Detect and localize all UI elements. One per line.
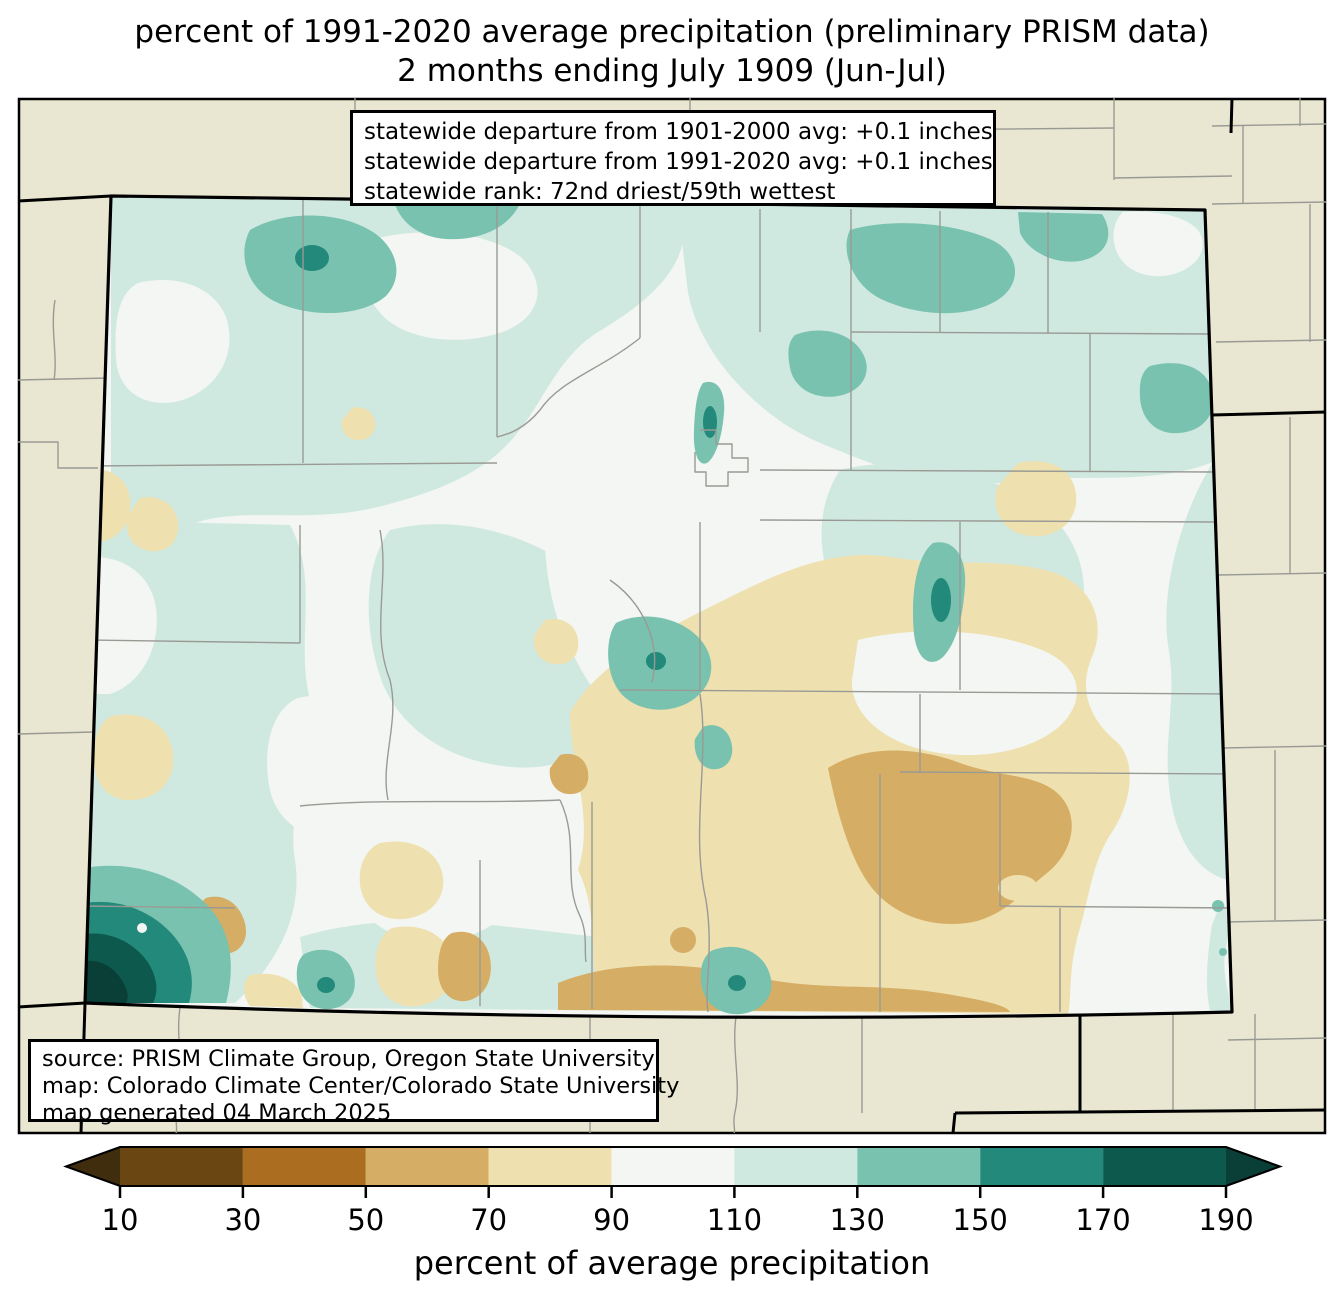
- credits-line-1: source: PRISM Climate Group, Oregon Stat…: [42, 1046, 655, 1072]
- tick-label: 110: [707, 1203, 762, 1237]
- colorbar-title: percent of average precipitation: [414, 1244, 931, 1282]
- colorbar-ticks: [118, 1186, 1228, 1198]
- tick-label: 150: [953, 1203, 1008, 1237]
- credits-line-2: map: Colorado Climate Center/Colorado St…: [42, 1073, 680, 1099]
- corner-white-speck: [137, 923, 147, 933]
- statewide-stats-box: statewide departure from 1901-2000 avg: …: [350, 110, 996, 206]
- credits-line-3: map generated 04 March 2025: [42, 1100, 392, 1126]
- colorbar-tick-labels: 10 30 50 70 90 110 130 150 170 190: [102, 1203, 1254, 1237]
- tick-label: 90: [593, 1203, 630, 1237]
- tick-label: 170: [1075, 1203, 1130, 1237]
- stats-line-1: statewide departure from 1901-2000 avg: …: [364, 119, 993, 145]
- white-gap-in-tan: [851, 631, 1077, 756]
- colorbar-arrow-low: [66, 1147, 120, 1186]
- light-inclusion: [998, 875, 1038, 901]
- wet-gt190-corner: [85, 960, 128, 1003]
- colorado-precipitation-fill: [85, 196, 1232, 1018]
- tick-label: 10: [102, 1203, 139, 1237]
- colorbar: 10 30 50 70 90 110 130 150 170 190 perce…: [63, 1146, 1283, 1282]
- stats-line-3: statewide rank: 72nd driest/59th wettest: [364, 179, 836, 205]
- colorado-county-lines: [85, 197, 1232, 1013]
- colorbar-arrow-high: [1226, 1147, 1280, 1186]
- neighbor-state-borders: [17, 97, 1327, 1134]
- page-title-line1: percent of 1991-2020 average precipitati…: [134, 14, 1210, 50]
- colorbar-segments: [120, 1147, 1226, 1186]
- stats-line-2: statewide departure from 1991-2020 avg: …: [364, 149, 993, 175]
- tick-label: 50: [347, 1203, 384, 1237]
- tick-label: 190: [1198, 1203, 1253, 1237]
- colorado-state-border: [83, 194, 1234, 1019]
- credits-box: source: PRISM Climate Group, Oregon Stat…: [28, 1039, 680, 1126]
- page-title-line2: 2 months ending July 1909 (Jun-Jul): [397, 53, 947, 89]
- tick-label: 30: [224, 1203, 261, 1237]
- tick-label: 70: [470, 1203, 507, 1237]
- tick-label: 130: [830, 1203, 885, 1237]
